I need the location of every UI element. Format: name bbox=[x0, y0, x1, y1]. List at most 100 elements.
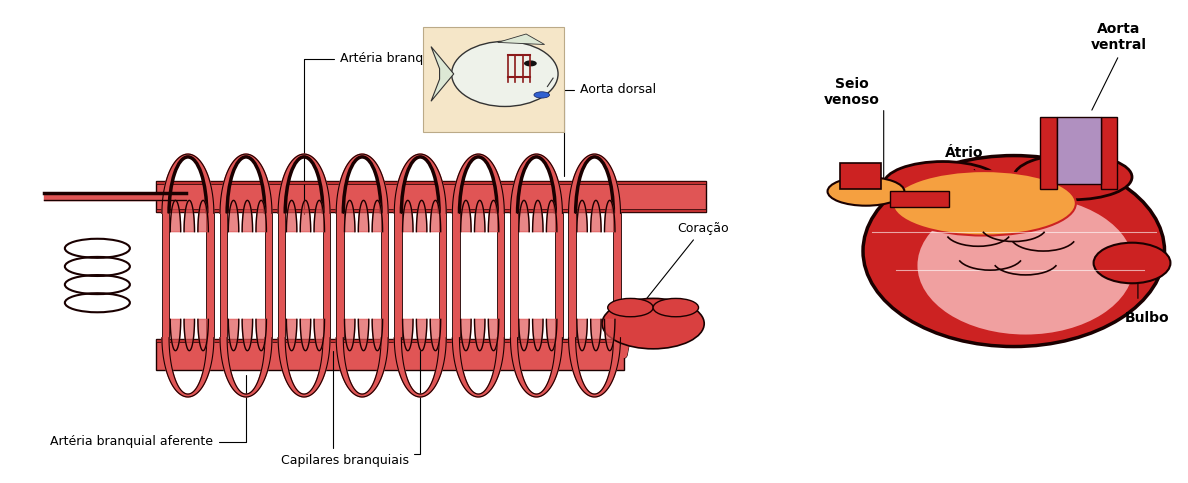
Polygon shape bbox=[488, 319, 499, 351]
Bar bbox=[207, 213, 214, 338]
Ellipse shape bbox=[1013, 155, 1132, 200]
Polygon shape bbox=[301, 319, 311, 351]
Bar bbox=[157, 181, 707, 212]
Polygon shape bbox=[569, 338, 620, 397]
Ellipse shape bbox=[653, 298, 699, 317]
Polygon shape bbox=[519, 319, 529, 351]
Bar bbox=[840, 163, 881, 189]
Polygon shape bbox=[461, 200, 472, 232]
Polygon shape bbox=[162, 338, 214, 397]
Polygon shape bbox=[255, 319, 266, 351]
Bar bbox=[438, 213, 447, 338]
Text: Seio
venoso: Seio venoso bbox=[823, 77, 879, 107]
Polygon shape bbox=[278, 338, 330, 397]
Polygon shape bbox=[511, 154, 562, 213]
Polygon shape bbox=[453, 154, 505, 213]
Bar bbox=[265, 213, 272, 338]
Ellipse shape bbox=[608, 298, 653, 317]
Polygon shape bbox=[372, 319, 383, 351]
Bar bbox=[157, 209, 707, 212]
Polygon shape bbox=[605, 200, 615, 232]
Polygon shape bbox=[403, 319, 413, 351]
Polygon shape bbox=[170, 200, 181, 232]
Polygon shape bbox=[372, 200, 383, 232]
Polygon shape bbox=[546, 319, 557, 351]
Text: Bulbo: Bulbo bbox=[1125, 311, 1170, 325]
Ellipse shape bbox=[916, 195, 1135, 336]
Polygon shape bbox=[461, 319, 472, 351]
Polygon shape bbox=[286, 200, 297, 232]
Ellipse shape bbox=[602, 298, 704, 349]
Bar bbox=[1100, 117, 1117, 189]
Polygon shape bbox=[430, 200, 441, 232]
Polygon shape bbox=[220, 154, 272, 213]
Polygon shape bbox=[345, 319, 355, 351]
Circle shape bbox=[533, 92, 550, 98]
Text: Ventrículo: Ventrículo bbox=[950, 254, 1030, 268]
Polygon shape bbox=[511, 338, 562, 397]
Ellipse shape bbox=[892, 171, 1076, 236]
Polygon shape bbox=[286, 319, 297, 351]
Polygon shape bbox=[577, 319, 587, 351]
Bar bbox=[394, 213, 402, 338]
Polygon shape bbox=[569, 154, 620, 213]
Polygon shape bbox=[590, 319, 601, 351]
Bar bbox=[157, 339, 624, 341]
Circle shape bbox=[525, 61, 536, 66]
Polygon shape bbox=[417, 200, 426, 232]
Polygon shape bbox=[278, 154, 330, 213]
Polygon shape bbox=[431, 46, 454, 101]
Bar bbox=[497, 213, 505, 338]
Polygon shape bbox=[198, 319, 208, 351]
Polygon shape bbox=[488, 200, 499, 232]
Bar bbox=[336, 213, 343, 338]
Polygon shape bbox=[532, 200, 543, 232]
Polygon shape bbox=[336, 154, 388, 213]
Bar bbox=[162, 213, 170, 338]
Text: Artéria branquial aferente: Artéria branquial aferente bbox=[50, 375, 246, 448]
Polygon shape bbox=[605, 319, 615, 351]
Text: Átrio: Átrio bbox=[944, 146, 984, 160]
Ellipse shape bbox=[862, 156, 1164, 346]
Polygon shape bbox=[314, 319, 324, 351]
Bar bbox=[1057, 117, 1100, 184]
Polygon shape bbox=[220, 338, 272, 397]
Polygon shape bbox=[184, 200, 195, 232]
Polygon shape bbox=[417, 319, 426, 351]
Bar bbox=[157, 339, 624, 370]
Bar bbox=[278, 213, 285, 338]
Polygon shape bbox=[345, 200, 355, 232]
Ellipse shape bbox=[1094, 242, 1170, 283]
Ellipse shape bbox=[884, 161, 1001, 207]
Polygon shape bbox=[359, 200, 368, 232]
Polygon shape bbox=[170, 319, 181, 351]
Polygon shape bbox=[430, 319, 441, 351]
Bar bbox=[220, 213, 227, 338]
Polygon shape bbox=[198, 200, 208, 232]
Bar bbox=[890, 191, 949, 207]
Text: Capilares branquiais: Capilares branquiais bbox=[280, 351, 409, 467]
Polygon shape bbox=[162, 154, 214, 213]
Text: Aorta dorsal: Aorta dorsal bbox=[564, 84, 656, 176]
Polygon shape bbox=[336, 338, 388, 397]
Polygon shape bbox=[255, 200, 266, 232]
Polygon shape bbox=[474, 200, 485, 232]
Polygon shape bbox=[359, 319, 368, 351]
Polygon shape bbox=[403, 200, 413, 232]
Bar bbox=[568, 213, 576, 338]
Bar bbox=[511, 213, 518, 338]
Polygon shape bbox=[474, 319, 485, 351]
Bar bbox=[1041, 117, 1057, 189]
Text: Aorta
ventral: Aorta ventral bbox=[1091, 22, 1146, 52]
Ellipse shape bbox=[828, 177, 904, 206]
Bar bbox=[381, 213, 388, 338]
Bar bbox=[157, 181, 707, 184]
Polygon shape bbox=[242, 319, 253, 351]
Bar bbox=[613, 213, 620, 338]
Polygon shape bbox=[242, 200, 253, 232]
Polygon shape bbox=[394, 338, 447, 397]
Polygon shape bbox=[228, 319, 239, 351]
Polygon shape bbox=[498, 34, 544, 44]
Polygon shape bbox=[546, 200, 557, 232]
Polygon shape bbox=[532, 319, 543, 351]
